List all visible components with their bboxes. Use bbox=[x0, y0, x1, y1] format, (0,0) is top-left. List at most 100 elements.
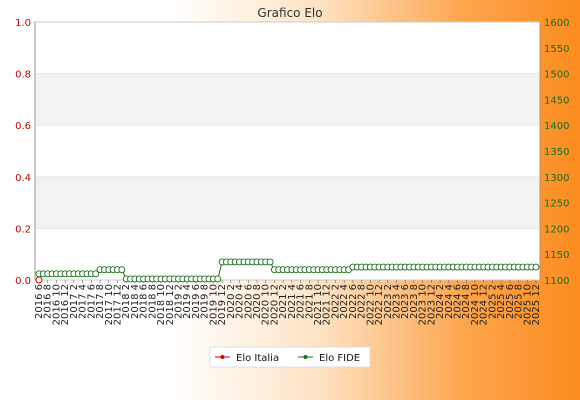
legend-item-elo-fide: Elo FIDE bbox=[298, 353, 360, 364]
left-tick-label: 0.4 bbox=[15, 173, 31, 184]
x-tick-label: 2017 8 bbox=[95, 284, 106, 319]
data-point-elo-fide bbox=[92, 270, 100, 278]
x-tick-label: 2023 8 bbox=[409, 284, 420, 319]
left-tick-label: 0.2 bbox=[15, 224, 31, 235]
x-tick-label: 2016 12 bbox=[60, 284, 71, 325]
x-tick-label: 2021 4 bbox=[287, 284, 298, 319]
right-axis: 1100 1150 1200 1250 1300 1350 1400 1450 1500 1550… bbox=[544, 18, 569, 287]
data-point-elo-fide bbox=[266, 258, 274, 266]
x-tick-label: 2018 2 bbox=[121, 284, 132, 319]
left-tick-label: 1.0 bbox=[15, 18, 31, 29]
x-tick-label: 2021 6 bbox=[296, 284, 307, 319]
plot-band bbox=[35, 176, 540, 229]
x-tick-label: 2025 4 bbox=[496, 284, 507, 319]
x-tick-label: 2024 6 bbox=[453, 284, 464, 319]
x-tick-label: 2017 6 bbox=[86, 284, 97, 319]
chart-title: Grafico Elo bbox=[257, 6, 322, 20]
x-tick-label: 2023 6 bbox=[400, 284, 411, 319]
x-tick-label: 2023 12 bbox=[426, 284, 437, 325]
data-point-elo-fide bbox=[118, 266, 126, 274]
right-tick-label: 1450 bbox=[544, 95, 569, 106]
x-tick-label: 2020 10 bbox=[261, 284, 272, 325]
x-tick-label: 2016 6 bbox=[34, 284, 45, 319]
x-tick-label: 2019 12 bbox=[217, 284, 228, 325]
x-tick-label: 2019 4 bbox=[182, 284, 193, 319]
x-tick-label: 2021 2 bbox=[278, 284, 289, 319]
plot-band bbox=[35, 73, 540, 126]
x-tick-label: 2018 10 bbox=[156, 284, 167, 325]
x-tick-label: 2025 12 bbox=[531, 284, 542, 325]
x-tick-label: 2017 10 bbox=[104, 284, 115, 325]
x-tick-label: 2022 8 bbox=[357, 284, 368, 319]
legend-label: Elo FIDE bbox=[319, 353, 360, 364]
x-tick-label: 2018 12 bbox=[165, 284, 176, 325]
legend-swatch-marker bbox=[220, 355, 225, 359]
x-tick-label: 2020 2 bbox=[226, 284, 237, 319]
x-tick-label: 2018 6 bbox=[139, 284, 150, 319]
data-point-elo-fide bbox=[214, 275, 222, 283]
left-tick-label: 0.0 bbox=[15, 276, 31, 287]
x-tick-label: 2019 8 bbox=[200, 284, 211, 319]
left-tick-label: 0.8 bbox=[15, 70, 31, 81]
x-tick-label: 2016 8 bbox=[43, 284, 54, 319]
right-tick-label: 1350 bbox=[544, 147, 569, 158]
x-tick-label: 2024 2 bbox=[435, 284, 446, 319]
plot-area bbox=[34, 21, 541, 281]
x-tick-label: 2020 8 bbox=[252, 284, 263, 319]
gridlines bbox=[35, 21, 540, 281]
x-tick-label: 2022 10 bbox=[365, 284, 376, 325]
legend-box bbox=[209, 346, 371, 368]
left-tick-label: 0.6 bbox=[15, 121, 31, 132]
x-tick-label: 2017 4 bbox=[78, 284, 89, 319]
x-tick-label: 2020 6 bbox=[243, 284, 254, 319]
x-tick-label: 2024 12 bbox=[479, 284, 490, 325]
x-tick-label: 2025 10 bbox=[522, 284, 533, 325]
x-tick-label: 2023 4 bbox=[391, 284, 402, 319]
series-elo-fide bbox=[35, 258, 540, 283]
x-tick-label: 2021 8 bbox=[304, 284, 315, 319]
x-tick-label: 2018 4 bbox=[130, 284, 141, 319]
x-tick-label: 2023 10 bbox=[418, 284, 429, 325]
legend: Elo Italia Elo FIDE bbox=[209, 346, 371, 368]
x-tick-label: 2022 4 bbox=[339, 284, 350, 319]
right-tick-label: 1100 bbox=[544, 276, 569, 287]
x-tick-label: 2024 10 bbox=[470, 284, 481, 325]
x-tick-label: 2018 8 bbox=[147, 284, 158, 319]
plot-band bbox=[35, 22, 540, 74]
right-tick-label: 1200 bbox=[544, 224, 569, 235]
x-tick-label: 2016 10 bbox=[51, 284, 62, 325]
x-tick-label: 2024 8 bbox=[461, 284, 472, 319]
legend-label: Elo Italia bbox=[236, 353, 279, 364]
right-tick-label: 1250 bbox=[544, 199, 569, 210]
right-tick-label: 1500 bbox=[544, 70, 569, 81]
plot-band bbox=[35, 125, 540, 177]
legend-swatch-marker bbox=[303, 355, 308, 359]
legend-item-elo-italia: Elo Italia bbox=[215, 353, 279, 364]
x-tick-label: 2019 10 bbox=[208, 284, 219, 325]
x-tick-label: 2024 4 bbox=[444, 284, 455, 319]
right-tick-label: 1150 bbox=[544, 250, 569, 261]
x-tick-label: 2023 2 bbox=[383, 284, 394, 319]
data-point-elo-fide bbox=[532, 263, 540, 271]
x-tick-label: 2022 12 bbox=[374, 284, 385, 325]
x-tick-label: 2019 6 bbox=[191, 284, 202, 319]
right-tick-label: 1400 bbox=[544, 121, 569, 132]
x-tick-label: 2021 12 bbox=[322, 284, 333, 325]
right-tick-label: 1600 bbox=[544, 18, 569, 29]
x-tick-label: 2025 6 bbox=[505, 284, 516, 319]
x-tick-label: 2020 4 bbox=[235, 284, 246, 319]
x-tick-label: 2019 2 bbox=[174, 284, 185, 319]
right-tick-label: 1550 bbox=[544, 44, 569, 55]
right-tick-label: 1300 bbox=[544, 173, 569, 184]
series-elo-italia bbox=[35, 276, 43, 284]
x-tick-label: 2022 2 bbox=[330, 284, 341, 319]
x-tick-label: 2025 2 bbox=[487, 284, 498, 319]
x-tick-label: 2022 6 bbox=[348, 284, 359, 319]
x-tick-label: 2017 2 bbox=[69, 284, 80, 319]
x-tick-label: 2020 12 bbox=[269, 284, 280, 325]
x-tick-label: 2025 8 bbox=[514, 284, 525, 319]
x-tick-label: 2021 10 bbox=[313, 284, 324, 325]
left-axis: 0.0 0.2 0.4 0.6 0.8 1.0 bbox=[15, 18, 31, 287]
